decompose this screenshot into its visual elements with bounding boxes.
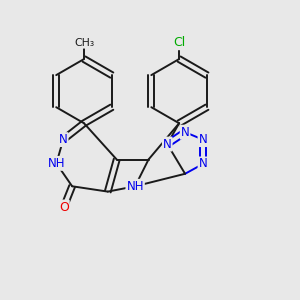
- Text: Cl: Cl: [173, 36, 185, 49]
- Text: NH: NH: [48, 157, 65, 170]
- Text: N: N: [199, 158, 207, 170]
- Text: N: N: [163, 138, 172, 151]
- Text: N: N: [181, 126, 189, 139]
- Text: NH: NH: [126, 180, 144, 193]
- Text: N: N: [59, 133, 68, 146]
- Text: N: N: [199, 133, 207, 146]
- Text: O: O: [59, 201, 69, 214]
- Text: CH₃: CH₃: [74, 38, 94, 48]
